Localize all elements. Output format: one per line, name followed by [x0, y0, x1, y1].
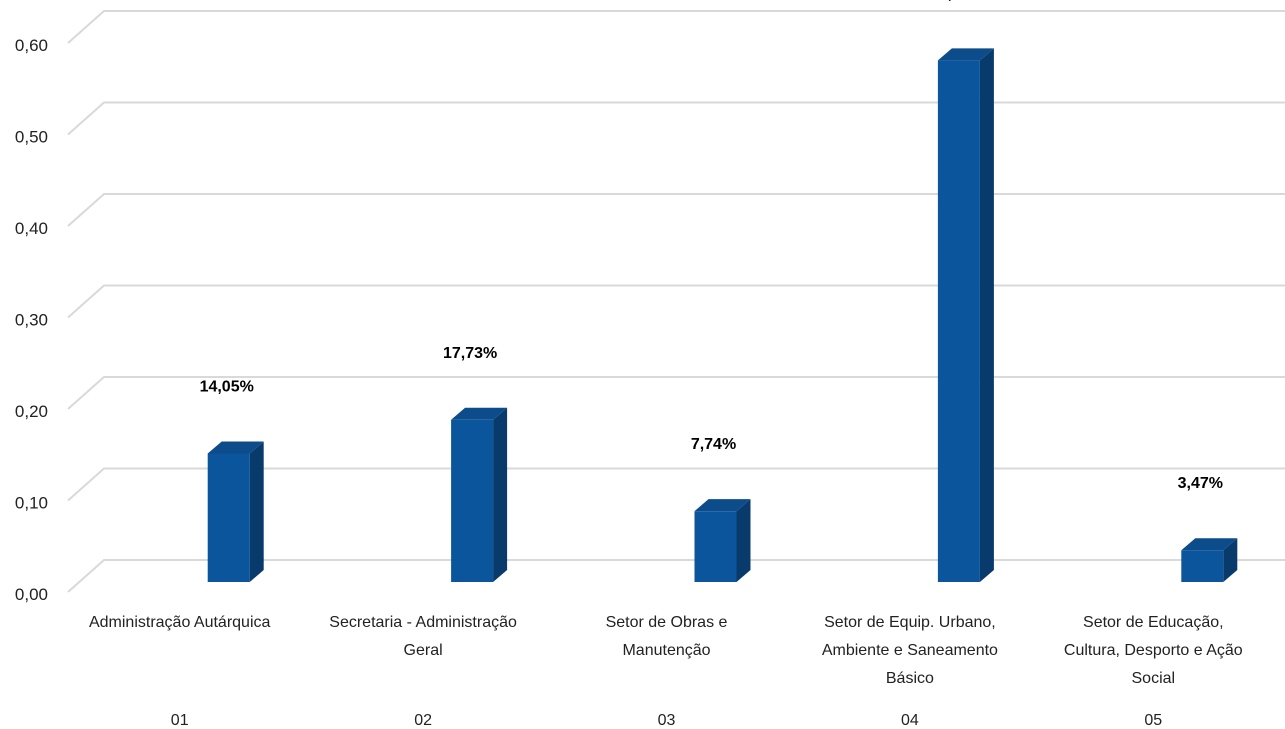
- category-name-label: Secretaria - Administração: [329, 614, 517, 631]
- category-code-label: 02: [414, 712, 432, 729]
- bar-side-face: [979, 48, 994, 582]
- y-axis-ticks: 0,00 0,10 0,20 0,30 0,40 0,50 0,60: [15, 36, 48, 604]
- bar-top-face: [207, 441, 264, 454]
- gridline: [67, 193, 1285, 227]
- category-code-label: 04: [901, 712, 919, 729]
- bar-side-face: [249, 441, 264, 582]
- gridline: [67, 101, 1285, 136]
- category-name-label: Cultura, Desporto e Ação: [1064, 642, 1243, 659]
- y-tick-label: 0,00: [15, 585, 48, 604]
- category-name-label: Setor de Educação,: [1083, 614, 1224, 631]
- bar: [937, 48, 994, 582]
- data-label: 7,74%: [691, 436, 736, 453]
- gridline: [67, 467, 1285, 502]
- gridline: [67, 559, 1285, 593]
- data-label: 14,05%: [200, 378, 254, 395]
- y-tick-label: 0,30: [15, 311, 48, 330]
- bar: [1181, 538, 1238, 582]
- bar-front-face: [694, 511, 737, 582]
- bar-top-face: [694, 499, 751, 512]
- y-tick-label: 0,60: [15, 36, 48, 55]
- data-label: 57,01%: [930, 0, 984, 2]
- category-code-label: 05: [1144, 712, 1162, 729]
- bars: [207, 48, 1238, 582]
- bar: [451, 407, 508, 582]
- y-tick-label: 0,50: [15, 128, 48, 147]
- bar-front-face: [1181, 550, 1224, 582]
- gridline: [67, 10, 1285, 44]
- bar-top-face: [451, 407, 508, 420]
- bar-side-face: [493, 407, 508, 582]
- data-labels: 14,05% 17,73% 7,74% 57,01% 3,47%: [200, 0, 1223, 492]
- category-code-label: 03: [658, 712, 676, 729]
- category-name-label: Setor de Obras e: [606, 614, 728, 631]
- y-tick-label: 0,10: [15, 494, 48, 513]
- category-code-label: 01: [171, 712, 189, 729]
- bar-top-face: [937, 48, 994, 61]
- category-name-label: Setor de Equip. Urbano,: [824, 614, 996, 631]
- gridlines: [67, 10, 1285, 593]
- category-name-label: Administração Autárquica: [89, 614, 271, 631]
- data-label: 17,73%: [443, 345, 497, 362]
- bar-top-face: [1181, 538, 1238, 551]
- bar: [207, 441, 264, 582]
- category-name-label: Básico: [886, 670, 934, 687]
- gridline: [67, 376, 1285, 410]
- y-tick-label: 0,20: [15, 402, 48, 421]
- bar-side-face: [736, 499, 751, 582]
- bar-front-face: [451, 419, 494, 582]
- data-label: 3,47%: [1178, 475, 1223, 492]
- bar-side-face: [1223, 538, 1238, 582]
- category-labels: Administração Autárquica 01 Secretaria - A…: [89, 614, 1243, 729]
- gridline: [67, 284, 1285, 319]
- category-name-label: Geral: [404, 642, 443, 659]
- bar: [694, 499, 751, 582]
- category-name-label: Ambiente e Saneamento: [822, 642, 998, 659]
- bar-front-face: [937, 60, 980, 582]
- category-name-label: Social: [1132, 670, 1176, 687]
- y-tick-label: 0,40: [15, 219, 48, 238]
- category-name-label: Manutenção: [622, 642, 710, 659]
- bar-front-face: [207, 453, 250, 582]
